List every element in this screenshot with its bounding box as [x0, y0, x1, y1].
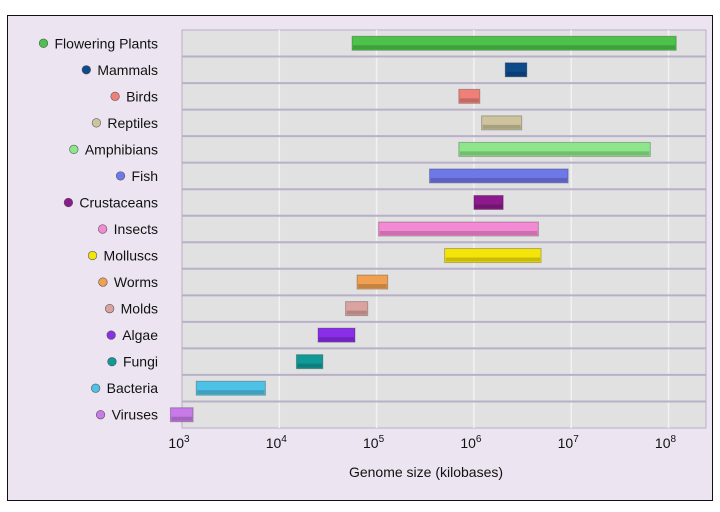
range-bar — [295, 354, 324, 370]
range-bar — [378, 221, 539, 237]
range-bar-shade — [197, 390, 265, 395]
range-bar-shade — [346, 310, 367, 315]
legend-dot — [69, 144, 79, 154]
range-bar-shade — [353, 45, 676, 50]
range-bar — [429, 168, 569, 184]
range-bar — [169, 407, 194, 423]
legend-dot — [95, 410, 106, 420]
range-bar-shade — [474, 204, 503, 209]
legend-dot — [81, 65, 91, 75]
range-bar — [504, 62, 528, 78]
range-bar-shade — [482, 124, 521, 129]
range-bar — [317, 327, 356, 343]
range-bar — [458, 88, 481, 104]
range-bar — [345, 301, 369, 317]
category-label: Amphibians — [85, 141, 158, 157]
range-bar — [458, 141, 651, 157]
x-tick-label: 104 — [266, 434, 288, 451]
range-bar — [481, 115, 523, 131]
x-tick-label: 108 — [655, 434, 677, 451]
x-axis-label: Genome size (kilobases) — [349, 464, 503, 480]
x-tick-label: 106 — [460, 434, 482, 451]
category-label: Reptiles — [107, 115, 158, 131]
range-bar-shade — [171, 416, 193, 421]
range-bar-shade — [506, 71, 526, 76]
legend-dot — [98, 277, 108, 287]
range-bar — [473, 194, 504, 210]
legend-dot — [115, 171, 126, 181]
range-bar-shade — [445, 257, 541, 262]
range-bar-shade — [358, 284, 387, 289]
legend-dot — [87, 250, 98, 261]
category-label: Birds — [126, 88, 158, 104]
category-label: Mammals — [97, 62, 158, 78]
legend-dot — [105, 304, 115, 314]
range-bar-shade — [459, 151, 650, 156]
category-label: Molds — [121, 301, 158, 317]
range-bar-shade — [319, 337, 355, 342]
category-label: Viruses — [112, 407, 158, 423]
range-bar-shade — [430, 177, 568, 182]
category-label: Bacteria — [107, 380, 159, 396]
category-label: Algae — [122, 327, 158, 343]
category-label: Crustaceans — [79, 194, 158, 210]
category-label: Fish — [132, 168, 158, 184]
range-bar-shade — [297, 363, 322, 368]
range-bar-shade — [379, 231, 538, 235]
legend-dot — [63, 197, 74, 208]
range-bar — [444, 248, 542, 264]
legend-dot — [38, 38, 49, 48]
category-label: Fungi — [123, 354, 158, 370]
x-tick-label: 107 — [558, 434, 580, 451]
category-label: Insects — [114, 221, 158, 237]
legend-dot — [98, 224, 108, 234]
legend-dot — [106, 330, 116, 340]
range-bar — [356, 274, 389, 290]
range-bar — [195, 380, 266, 396]
x-tick-label: 103 — [168, 434, 190, 451]
x-tick-label: 105 — [363, 434, 385, 451]
range-bar-shade — [459, 98, 479, 103]
category-label: Flowering Plants — [55, 35, 159, 51]
legend-dot — [91, 118, 102, 128]
legend-dot — [91, 383, 101, 393]
range-bar — [351, 35, 677, 51]
category-label: Molluscs — [104, 248, 158, 264]
legend-dot — [107, 357, 117, 367]
legend-dot — [110, 91, 120, 101]
category-label: Worms — [114, 274, 158, 290]
